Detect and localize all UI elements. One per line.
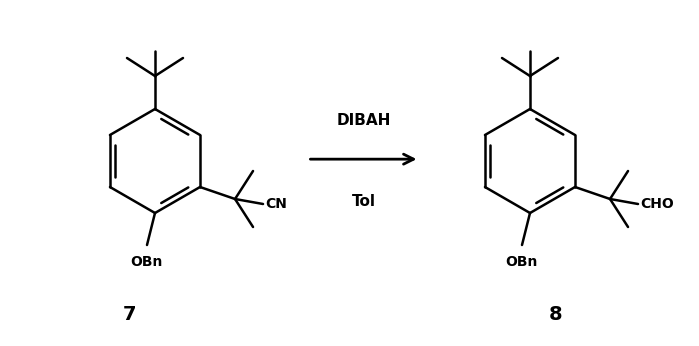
- Text: DIBAH: DIBAH: [336, 113, 391, 128]
- Text: CHO: CHO: [640, 197, 674, 211]
- Text: 7: 7: [122, 306, 136, 324]
- Text: CN: CN: [265, 197, 287, 211]
- Text: Tol: Tol: [352, 194, 375, 209]
- Text: 8: 8: [549, 306, 563, 324]
- Text: OBn: OBn: [130, 255, 162, 269]
- Text: OBn: OBn: [505, 255, 538, 269]
